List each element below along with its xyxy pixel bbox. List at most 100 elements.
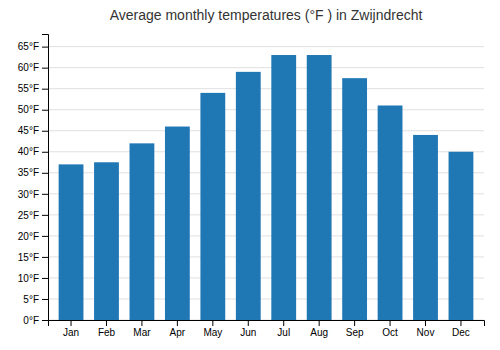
- tick-mark: [42, 89, 48, 90]
- tick-mark: [42, 131, 48, 132]
- grid-line: [48, 67, 484, 68]
- bar: [307, 55, 332, 320]
- grid-line: [48, 88, 484, 89]
- tick: Jun: [240, 320, 256, 338]
- tick: 5°F: [23, 294, 48, 305]
- tick-label: May: [203, 327, 222, 338]
- tick: Sep: [346, 320, 364, 338]
- tick-label: Sep: [346, 327, 364, 338]
- title: Average monthly temperatures (°F ) in Zw…: [110, 7, 423, 23]
- tick: 30°F: [18, 189, 48, 200]
- tick-mark: [42, 215, 48, 216]
- tick-label: 15°F: [18, 252, 39, 263]
- tick-label: 30°F: [18, 189, 39, 200]
- tick: 50°F: [18, 104, 48, 115]
- tick-mark: [42, 110, 48, 111]
- bar: [200, 93, 225, 320]
- tick-mark: [42, 194, 48, 195]
- tick-label: 10°F: [18, 273, 39, 284]
- bar: [165, 127, 190, 320]
- tick-label: Oct: [382, 327, 398, 338]
- tick-mark: [42, 47, 48, 48]
- tick-mark: [248, 320, 249, 326]
- tick-mark: [106, 320, 107, 326]
- tick: 40°F: [18, 146, 48, 157]
- tick-mark: [42, 320, 48, 321]
- y-axis: 0°F 5°F 10°F 15°F 20°F 25°F 30°F 35°F 40°F 45°F 50…: [18, 35, 49, 326]
- tick: 35°F: [18, 167, 48, 178]
- tick-label: Feb: [98, 327, 116, 338]
- tick-mark: [42, 236, 48, 237]
- tick-label: 55°F: [18, 83, 39, 94]
- tick: Jan: [63, 320, 79, 338]
- axis-line: [42, 35, 49, 321]
- tick: Feb: [98, 320, 116, 338]
- grid-line: [48, 130, 484, 131]
- tick-label: 5°F: [23, 294, 39, 305]
- tick: Apr: [170, 320, 186, 338]
- tick-label: Nov: [417, 327, 435, 338]
- tick-mark: [390, 320, 391, 326]
- bar: [94, 162, 119, 320]
- tick: Mar: [133, 320, 151, 338]
- tick: 55°F: [18, 83, 48, 94]
- bar: [271, 55, 296, 320]
- tick-mark: [42, 173, 48, 174]
- tick-label: Jun: [240, 327, 256, 338]
- bars: [59, 55, 474, 320]
- tick-label: Mar: [133, 327, 151, 338]
- tick-label: 0°F: [23, 315, 39, 326]
- bar: [59, 164, 84, 320]
- tick-mark: [42, 299, 48, 300]
- tick-mark: [42, 278, 48, 279]
- tick-label: Dec: [452, 327, 470, 338]
- bar: [130, 143, 155, 320]
- bar: [342, 78, 367, 320]
- tick: May: [203, 320, 222, 338]
- grid-line: [48, 46, 484, 47]
- tick-label: Aug: [310, 327, 328, 338]
- tick-mark: [42, 68, 48, 69]
- tick-mark: [212, 320, 213, 326]
- chart: 0°F 5°F 10°F 15°F 20°F 25°F 30°F 35°F 40°F 45°F 50…: [0, 0, 500, 350]
- tick: Oct: [382, 320, 398, 338]
- tick: Jul: [277, 320, 290, 338]
- plot: 0°F 5°F 10°F 15°F 20°F 25°F 30°F 35°F 40°F 45°F 50…: [18, 35, 485, 339]
- tick: 0°F: [23, 315, 48, 326]
- tick: Dec: [452, 320, 470, 338]
- bar: [236, 72, 261, 320]
- tick: Nov: [417, 320, 435, 338]
- tick: 20°F: [18, 231, 48, 242]
- tick-label: Jul: [277, 327, 290, 338]
- tick: 60°F: [18, 62, 48, 73]
- tick-mark: [141, 320, 142, 326]
- tick: 65°F: [18, 41, 48, 52]
- tick-label: Apr: [170, 327, 186, 338]
- grid-line: [48, 109, 484, 110]
- bar: [378, 106, 403, 321]
- tick-mark: [177, 320, 178, 326]
- tick: 10°F: [18, 273, 48, 284]
- tick-label: 35°F: [18, 167, 39, 178]
- tick: 25°F: [18, 210, 48, 221]
- x-axis: Jan Feb Mar Apr May Jun Jul Aug Sep Oct Nov Dec: [49, 320, 485, 338]
- grid: [48, 47, 484, 320]
- tick-mark: [425, 320, 426, 326]
- tick-mark: [283, 320, 284, 326]
- tick-label: 20°F: [18, 231, 39, 242]
- tick-label: 40°F: [18, 146, 39, 157]
- tick-mark: [42, 152, 48, 153]
- tick-label: 60°F: [18, 62, 39, 73]
- tick-label: 45°F: [18, 125, 39, 136]
- tick-mark: [460, 320, 461, 326]
- axis-line: [49, 321, 485, 327]
- tick: 15°F: [18, 252, 48, 263]
- tick-label: 25°F: [18, 210, 39, 221]
- tick-mark: [354, 320, 355, 326]
- tick: Aug: [310, 320, 328, 338]
- tick-label: 50°F: [18, 104, 39, 115]
- bar: [449, 152, 474, 320]
- tick-mark: [42, 257, 48, 258]
- tick-mark: [319, 320, 320, 326]
- bar: [413, 135, 438, 320]
